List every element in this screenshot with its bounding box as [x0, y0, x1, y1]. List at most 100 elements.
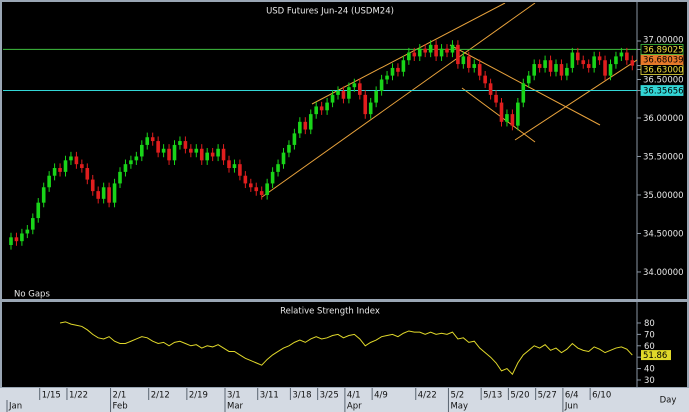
candle-body	[581, 60, 586, 65]
y-tick-label: 37.00000	[643, 35, 684, 45]
candle-body	[543, 60, 547, 68]
candle-body	[156, 141, 160, 153]
candle-body	[532, 64, 536, 76]
candle-body	[101, 187, 106, 199]
candle-body	[270, 171, 275, 184]
x-tick-label: 5/27	[538, 391, 557, 401]
last-value-box	[641, 350, 671, 361]
y-tick-label: 70	[644, 330, 655, 340]
x-tick-label: 4/1	[347, 391, 361, 401]
candle-body	[554, 64, 558, 72]
candle-body	[374, 91, 378, 103]
candle-body	[570, 52, 575, 68]
y-tick-label: 80	[644, 319, 655, 329]
candle-body	[576, 52, 580, 61]
candle-body	[559, 64, 564, 76]
candle-body	[25, 229, 30, 234]
x-tick-label: 1/15	[42, 391, 61, 401]
candle-body	[434, 44, 438, 57]
candle-body	[249, 183, 253, 188]
y-tick-label: 40	[644, 365, 655, 375]
candle-body	[58, 168, 62, 172]
candle-body	[145, 137, 150, 145]
candle-body	[276, 164, 280, 172]
candle-body	[614, 56, 618, 65]
candle-body	[526, 75, 531, 84]
candle-body	[477, 64, 482, 76]
candle-body	[336, 91, 340, 95]
price-panel	[2, 2, 687, 299]
candle-body	[597, 56, 602, 61]
x-tick-label: 3/18	[292, 391, 311, 401]
candle-body	[96, 191, 100, 199]
candle-body	[592, 56, 596, 68]
candle-body	[150, 137, 155, 142]
candle-body	[428, 44, 433, 53]
panel-title: Relative Strength Index	[280, 307, 380, 317]
candle-body	[36, 202, 41, 219]
candle-body	[363, 94, 368, 115]
candle-body	[232, 164, 237, 169]
annotation: No Gaps	[14, 290, 50, 300]
x-tick-label: 3/1	[227, 391, 241, 401]
y-tick-label: 60	[644, 342, 655, 352]
candle-body	[401, 60, 406, 72]
candle-body	[396, 67, 400, 72]
month-label: Apr	[347, 402, 362, 412]
rsi-line	[59, 321, 633, 376]
trendline	[461, 87, 536, 143]
candle-body	[625, 52, 629, 61]
candle-body	[319, 106, 324, 111]
candle-body	[407, 52, 411, 61]
candle-body	[352, 83, 357, 88]
candle-body	[586, 64, 591, 68]
candle-body	[510, 114, 515, 126]
candle-body	[69, 156, 73, 161]
candle-body	[412, 52, 417, 57]
month-label: Jan	[8, 402, 22, 412]
y-tick-label: 35.00000	[643, 191, 684, 201]
candle-body	[63, 160, 68, 172]
candle-body	[41, 187, 46, 203]
y-tick-label: 35.50000	[643, 152, 684, 162]
candle-body	[140, 144, 144, 157]
y-tick-label: 34.00000	[643, 268, 684, 278]
candle-body	[565, 67, 569, 76]
x-tick-label: 2/19	[189, 391, 208, 401]
x-tick-label: 2/12	[151, 391, 170, 401]
candle-body	[472, 64, 477, 68]
candle-body	[189, 148, 193, 153]
candle-body	[129, 160, 133, 165]
candle-body	[31, 218, 35, 230]
level-label: 36.63000	[643, 65, 684, 75]
x-tick-label: 1/22	[69, 391, 88, 401]
candle-body	[467, 56, 471, 68]
candle-body	[85, 168, 90, 180]
month-label: Jun	[564, 402, 578, 412]
x-axis: Day 1/15 1/22 2/1 2/12 2/19 3/1 3/11 3/18 3/25 4/…	[6, 388, 676, 412]
candle-body	[90, 179, 95, 192]
candle-body	[347, 87, 351, 99]
candle-body	[499, 102, 504, 122]
candle-body	[80, 164, 84, 169]
candle-body	[9, 237, 13, 246]
month-label: Mar	[227, 402, 244, 412]
y-tick-label: 36.50000	[643, 75, 684, 85]
level-label: 36.89025	[643, 45, 684, 55]
candle-body	[450, 44, 455, 53]
candle-body	[368, 102, 373, 115]
candle-body	[167, 148, 171, 161]
candle-body	[330, 94, 335, 103]
candle-body	[259, 191, 264, 195]
level-label: 36.68039	[643, 55, 684, 65]
y-tick-label: 30	[644, 376, 655, 386]
last-value-label: 51.86	[643, 351, 667, 361]
x-tick-label: 4/22	[418, 391, 437, 401]
candle-body	[107, 187, 111, 203]
candle-body	[74, 156, 79, 165]
month-label: Feb	[113, 402, 128, 412]
candle-body	[47, 175, 51, 188]
level-label: 36.35656	[643, 87, 684, 97]
